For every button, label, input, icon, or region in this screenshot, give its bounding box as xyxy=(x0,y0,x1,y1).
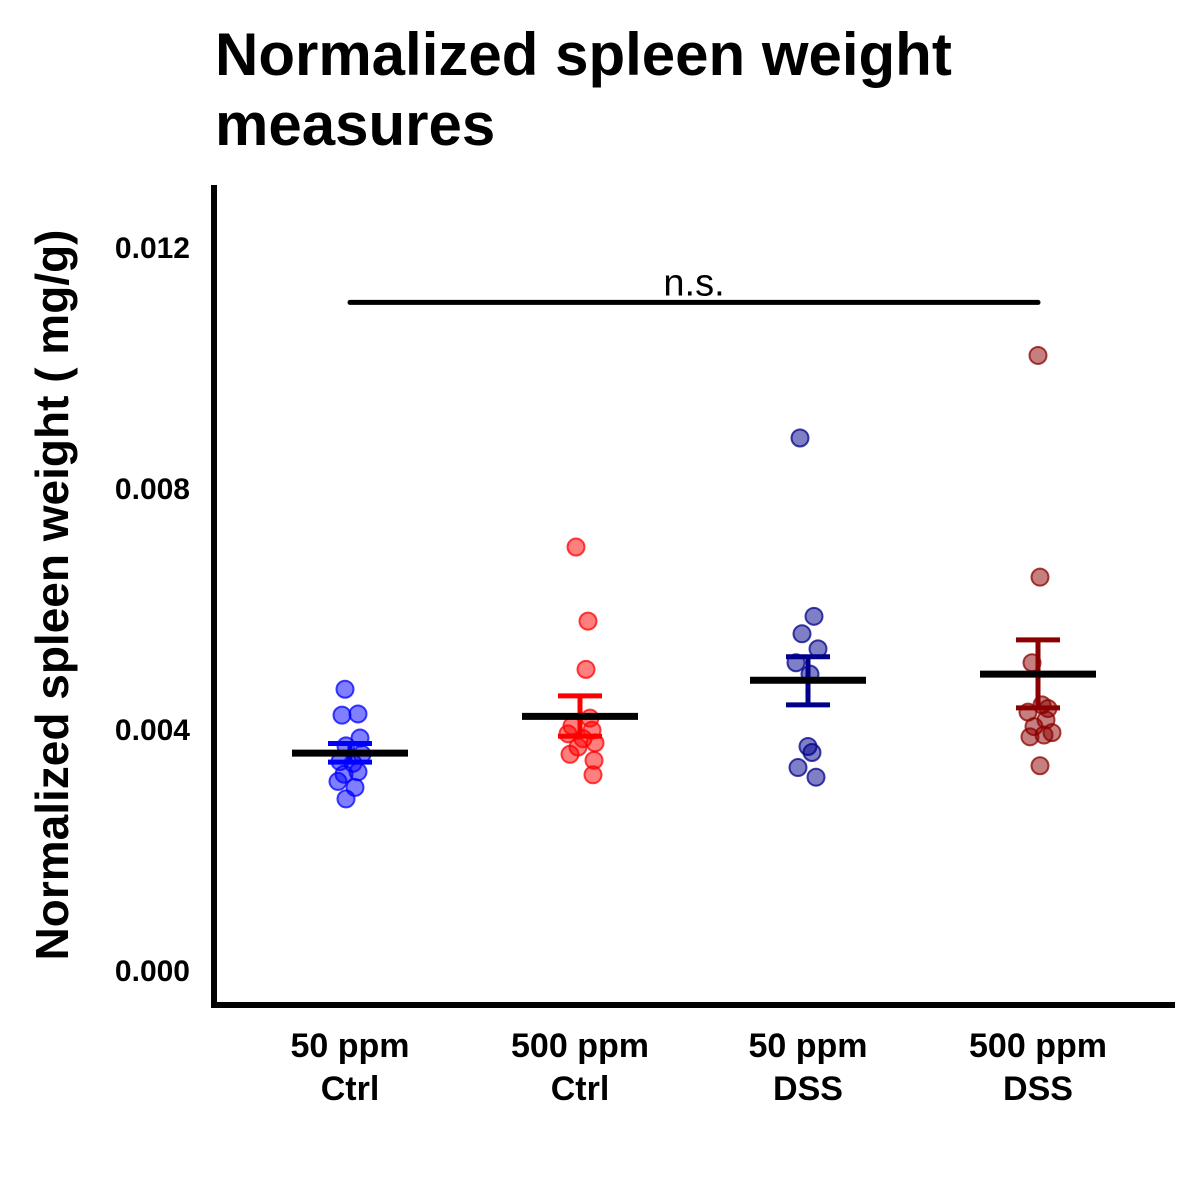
significance-annotation: n.s. xyxy=(347,262,1041,305)
y-tick-label: 0.012 xyxy=(115,232,190,265)
data-point xyxy=(560,744,580,764)
mean-sem-bars xyxy=(292,637,1096,765)
x-ticks: 50 ppm Ctrl 500 ppm Ctrl 50 ppm DSS 500 ppm DSS xyxy=(290,1027,1107,1108)
data-point xyxy=(1028,345,1048,365)
data-point xyxy=(788,758,808,778)
x-tick-label: 500 ppm xyxy=(969,1027,1107,1065)
data-point xyxy=(332,705,352,725)
chart-title: Normalized spleen weight measures xyxy=(215,21,952,158)
y-tick-label: 0.000 xyxy=(115,955,190,988)
data-point xyxy=(1030,567,1050,587)
data-point xyxy=(792,624,812,644)
significance-label: n.s. xyxy=(663,262,724,304)
data-point xyxy=(1020,727,1040,747)
y-tick-label: 0.004 xyxy=(115,714,190,747)
data-point xyxy=(348,704,368,724)
axes xyxy=(211,185,1175,1008)
x-tick-label: 50 ppm xyxy=(748,1027,867,1065)
data-point xyxy=(576,659,596,679)
x-tick-label: DSS xyxy=(773,1070,843,1108)
data-points xyxy=(328,345,1062,809)
x-tick-label: DSS xyxy=(1003,1070,1073,1108)
y-ticks: 0.000 0.004 0.008 0.012 xyxy=(115,232,190,988)
x-tick-label: 50 ppm xyxy=(290,1027,409,1065)
y-tick-label: 0.008 xyxy=(115,473,190,506)
x-tick-label: 500 ppm xyxy=(511,1027,649,1065)
data-point xyxy=(806,767,826,787)
data-point xyxy=(578,611,598,631)
y-axis-label: Normalized spleen weight ( mg/g) xyxy=(26,230,78,961)
data-point xyxy=(804,606,824,626)
data-point xyxy=(328,771,348,791)
data-point xyxy=(336,789,356,809)
data-point xyxy=(802,742,822,762)
data-point xyxy=(790,428,810,448)
data-point xyxy=(1030,756,1050,776)
data-point xyxy=(335,679,355,699)
data-point xyxy=(566,537,586,557)
data-point xyxy=(583,765,603,785)
x-tick-label: Ctrl xyxy=(551,1070,610,1108)
x-tick-label: Ctrl xyxy=(321,1070,380,1108)
